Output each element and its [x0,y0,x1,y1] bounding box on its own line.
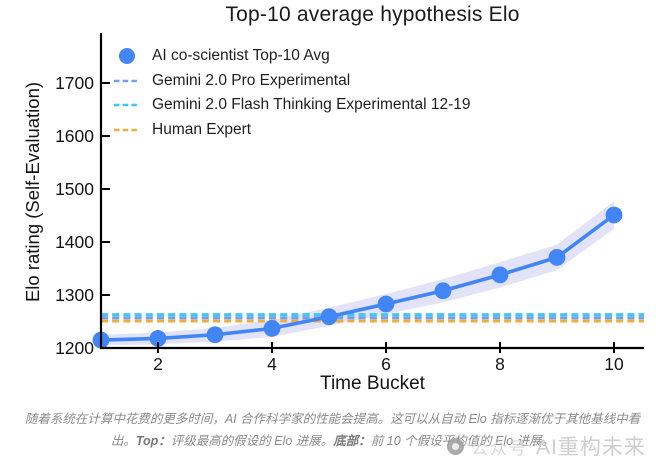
data-point-9 [548,248,566,266]
legend-label: Gemini 2.0 Flash Thinking Experimental 1… [152,96,471,114]
x-axis-label: Time Bucket [320,373,425,394]
legend-item-0: AI co-scientist Top-10 Avg [110,44,470,69]
legend-label: Gemini 2.0 Pro Experimental [152,71,351,89]
data-point-6 [377,295,395,313]
elo-series-line [99,213,616,342]
legend-dashed-line-icon [110,100,144,110]
data-point-8 [491,266,509,284]
data-point-4 [263,319,281,337]
legend-item-3: Human Expert [110,118,470,143]
chart-title: Top-10 average hypothesis Elo [225,3,520,26]
data-point-2 [149,330,167,347]
elo-line-chart: 1200 1300 1400 1500 1600 1700 2 4 6 8 10 [55,33,644,374]
watermark-brand: AI重构未来 [536,436,646,459]
caption-top-text: 评级最高的假设的 Elo 进展。 [170,434,334,448]
y-tick-label: 1600 [55,126,94,146]
y-tick-label: 1400 [55,232,94,252]
x-tick-label: 6 [381,354,391,374]
watermark: 公众号 AI重构未来 [447,431,646,461]
legend-item-2: Gemini 2.0 Flash Thinking Experimental 1… [110,93,470,118]
y-tick-label: 1500 [55,179,94,199]
legend-dashed-line-icon [110,125,144,135]
legend-label: Human Expert [152,120,252,138]
x-tick-label: 2 [153,354,163,374]
y-tick-label: 1200 [55,338,94,358]
x-tick-label: 10 [604,354,624,374]
legend-item-1: Gemini 2.0 Pro Experimental [110,69,470,94]
chart-legend: AI co-scientist Top-10 Avg Gemini 2.0 Pro… [110,44,470,142]
y-axis-label: Elo rating (Self-Evaluation) [22,81,43,303]
data-point-3 [206,326,224,344]
camera-logo-icon [447,437,464,455]
legend-dashed-line-icon [110,76,144,86]
caption-top-label: Top： [135,434,171,448]
data-point-5 [320,308,338,326]
x-tick-label: 4 [267,354,277,374]
legend-circle-marker-icon [110,48,144,65]
data-point-10 [605,206,623,224]
watermark-label: 公众号 [471,438,528,458]
series-marker-icon [119,48,135,65]
caption-bottom-label: 底部： [333,434,371,448]
y-tick-label: 1700 [55,73,94,93]
confidence-band [101,201,614,346]
y-tick-label: 1300 [55,285,94,305]
caption-line2-pre: 出。 [110,434,136,448]
data-point-7 [434,282,452,300]
legend-label: AI co-scientist Top-10 Avg [152,47,330,65]
x-tick-label: 8 [495,354,505,374]
caption-line1: 随着系统在计算中花费的更多时间，AI 合作科学家的性能会提高。这可以从自动 El… [24,412,641,426]
